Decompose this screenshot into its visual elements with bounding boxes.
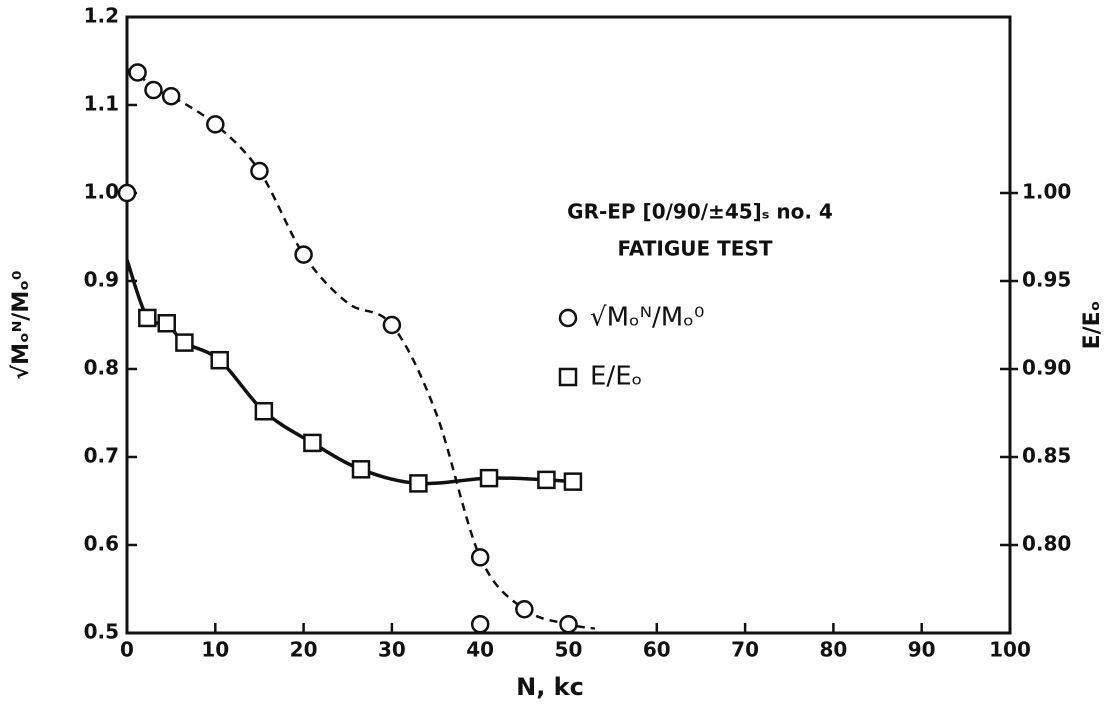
x-tick-label: 100	[989, 638, 1031, 662]
data-point	[254, 401, 274, 421]
x-axis-label: N, kc	[516, 673, 584, 701]
legend-symbol	[558, 308, 578, 328]
x-tick-label: 70	[731, 638, 759, 662]
data-point	[470, 614, 490, 634]
legend-label: √Mₒᴺ/Mₒ⁰	[590, 303, 704, 333]
data-point	[175, 333, 194, 352]
x-tick-label: 30	[378, 638, 406, 662]
legend-symbol	[558, 367, 578, 387]
data-point	[138, 308, 157, 328]
data-point	[537, 470, 556, 490]
data-point	[559, 614, 578, 634]
y2-tick-label: 0.80	[1022, 532, 1071, 556]
data-point	[210, 350, 229, 370]
x-tick-label: 50	[555, 638, 583, 662]
y2-tick-label: 0.90	[1022, 356, 1071, 380]
y-tick-label: 0.9	[84, 268, 119, 292]
data-point	[515, 599, 534, 619]
x-tick-label: 40	[466, 638, 494, 662]
x-tick-label: 60	[643, 638, 671, 662]
x-tick-label: 80	[819, 638, 847, 662]
data-point	[351, 460, 371, 479]
x-tick-label: 20	[290, 638, 318, 662]
data-point	[409, 474, 428, 493]
y-tick-label: 1.0	[84, 180, 119, 204]
data-point	[117, 183, 137, 203]
data-point	[157, 313, 176, 333]
data-point	[294, 245, 313, 264]
legend-title: GR-EP [0/90/±45]ₛ no. 4	[567, 200, 833, 224]
x-tick-label: 10	[201, 638, 229, 662]
x-tick-label: 0	[120, 638, 134, 662]
legend-label: E/Eₒ	[590, 362, 642, 392]
y-tick-label: 0.6	[84, 532, 119, 556]
x-tick-label: 90	[908, 638, 936, 662]
data-point	[382, 315, 402, 335]
curve	[125, 259, 574, 486]
y-tick-label: 1.1	[84, 92, 119, 116]
y2-tick-label: 0.95	[1022, 268, 1071, 292]
y-tick-label: 0.8	[84, 356, 119, 380]
data-point	[144, 80, 163, 100]
y-axis-label: √Mₒᴺ/Mₒ⁰	[9, 270, 34, 379]
data-point	[161, 86, 181, 106]
y-tick-label: 0.5	[84, 620, 119, 644]
data-point	[303, 433, 322, 453]
data-point	[250, 161, 269, 181]
data-point	[128, 63, 147, 82]
data-point	[206, 115, 225, 134]
data-point	[470, 548, 490, 567]
y-tick-label: 0.7	[84, 444, 119, 468]
y2-axis-label: E/Eₒ	[1080, 301, 1105, 350]
data-point	[563, 472, 583, 491]
data-point	[479, 468, 499, 488]
y2-tick-label: 1.00	[1022, 180, 1071, 204]
y-tick-label: 1.2	[84, 4, 119, 28]
y2-tick-label: 0.85	[1022, 444, 1071, 468]
legend-subtitle: FATIGUE TEST	[617, 237, 772, 261]
